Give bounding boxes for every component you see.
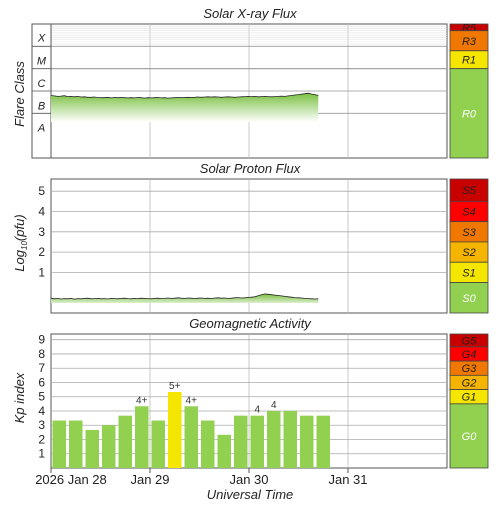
kp-bar [267, 410, 281, 468]
scale-level-label: S2 [462, 247, 475, 259]
proton-tick-label: 3 [38, 225, 45, 239]
flare-class-label: B [38, 100, 45, 112]
kp-bar [52, 420, 66, 468]
kp-bar [118, 415, 132, 468]
kp-bar [135, 406, 149, 468]
kp-title: Geomagnetic Activity [189, 316, 312, 331]
proton-tick-label: 4 [38, 204, 45, 218]
flare-class-label: M [37, 56, 47, 68]
scale-level-label: S4 [462, 206, 475, 218]
x-tick-label: Jan 31 [328, 472, 367, 487]
scale-level-label: R1 [462, 55, 476, 67]
x-axis-label: Universal Time [207, 487, 294, 502]
kp-bar [168, 392, 182, 468]
scale-level-label: R0 [462, 108, 477, 120]
kp-data-label: 4 [254, 405, 260, 416]
x-tick-label: 2026 Jan 28 [35, 472, 107, 487]
kp-tick-label: 3 [38, 418, 45, 432]
kp-tick-label: 2 [38, 432, 45, 446]
kp-bar [85, 429, 99, 468]
scale-level-label: S0 [462, 293, 476, 305]
proton-flux-line [50, 293, 319, 300]
xray-ylabel: Flare Class [12, 61, 27, 127]
scale-level-label: G1 [462, 392, 477, 404]
proton-ylabel: Log10(pfu) [12, 214, 29, 271]
kp-data-label: 5+ [169, 381, 181, 392]
x-tick-label: Jan 30 [229, 472, 268, 487]
kp-ylabel: Kp index [12, 372, 27, 423]
kp-tick-label: 1 [38, 447, 45, 461]
kp-bar [201, 420, 215, 468]
scale-level-box [449, 68, 489, 159]
kp-bar [316, 415, 330, 468]
kp-bar [300, 415, 314, 468]
kp-data-label: 4 [271, 400, 277, 411]
kp-bar [69, 420, 83, 468]
scale-level-label: G5 [462, 335, 478, 347]
kp-data-label: 4+ [136, 395, 148, 406]
scale-level-box [449, 403, 489, 469]
kp-bar [250, 415, 264, 468]
scale-level-label: S1 [462, 267, 475, 279]
scale-level-label: S5 [462, 185, 476, 197]
proton-flux-area [51, 293, 319, 303]
xray-flux-line [50, 92, 319, 99]
xray-title: Solar X-ray Flux [203, 6, 297, 21]
kp-bar [217, 434, 231, 468]
xray-flux-area [51, 93, 319, 122]
proton-title: Solar Proton Flux [200, 161, 301, 176]
kp-bar [102, 425, 116, 468]
kp-data-label: 4+ [186, 395, 198, 406]
kp-bar [234, 415, 248, 468]
kp-tick-label: 5 [38, 390, 45, 404]
flare-class-label: X [37, 32, 46, 44]
kp-tick-label: 4 [38, 404, 45, 418]
proton-tick-label: 5 [38, 184, 45, 198]
x-tick-label: Jan 29 [130, 472, 169, 487]
kp-tick-label: 9 [38, 333, 45, 347]
flare-class-label: C [38, 78, 46, 90]
flare-class-label: A [37, 123, 45, 135]
proton-tick-label: 1 [38, 265, 45, 279]
proton-tick-label: 2 [38, 245, 45, 259]
kp-bar [283, 410, 297, 468]
kp-bar [151, 420, 165, 468]
scale-level-label: R5 [462, 22, 477, 34]
scale-level-label: R3 [462, 36, 477, 48]
scale-level-label: G0 [462, 431, 478, 443]
scale-level-label: G3 [462, 363, 478, 375]
scale-level-label: S3 [462, 227, 476, 239]
scale-level-box [449, 282, 489, 314]
kp-bar [184, 406, 198, 468]
kp-tick-label: 7 [38, 361, 45, 375]
scale-level-label: G4 [462, 349, 477, 361]
kp-tick-label: 6 [38, 375, 45, 389]
kp-tick-label: 8 [38, 347, 45, 361]
scale-level-label: G2 [462, 377, 477, 389]
